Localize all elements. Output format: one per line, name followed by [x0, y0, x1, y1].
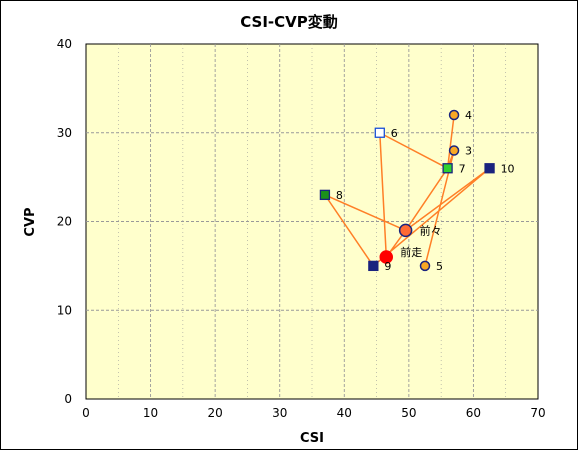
axis-ticks: 0 10 20 30 40 50 60 70 0 10 20 30 40	[57, 37, 546, 420]
x-tick-label: 0	[82, 406, 90, 420]
data-point-label: 3	[465, 145, 472, 158]
data-point-square	[374, 127, 385, 138]
x-tick-label: 40	[337, 406, 352, 420]
data-point-square	[484, 163, 495, 174]
data-point-square	[368, 260, 379, 272]
data-point-label: 8	[336, 189, 343, 202]
data-point-label: 前々	[420, 223, 442, 237]
data-point-label: 前走	[400, 245, 422, 259]
data-point-label: 9	[384, 260, 391, 273]
chart-title: CSI-CVP変動	[240, 13, 338, 31]
y-tick-label: 10	[57, 303, 72, 317]
x-axis-label: CSI	[300, 431, 324, 446]
x-tick-label: 30	[272, 406, 287, 420]
y-tick-label: 0	[64, 392, 72, 406]
data-point-square	[442, 163, 453, 174]
data-point-circle	[398, 223, 413, 238]
y-axis-label: CVP	[23, 207, 38, 236]
y-tick-label: 20	[57, 215, 72, 229]
data-point-circle	[379, 250, 394, 264]
x-tick-label: 20	[208, 406, 223, 420]
data-point-label: 4	[465, 109, 472, 122]
y-tick-label: 40	[57, 37, 72, 51]
x-tick-label: 10	[143, 406, 158, 420]
y-tick-label: 30	[57, 126, 72, 140]
data-point-label: 10	[501, 162, 515, 175]
data-markers	[319, 109, 495, 272]
data-point-square	[319, 189, 331, 201]
data-point-label: 5	[436, 260, 443, 273]
grid-lines	[86, 44, 538, 399]
data-point-circle	[419, 260, 431, 272]
data-point-circle	[448, 109, 460, 121]
x-tick-label: 60	[466, 406, 481, 420]
data-point-circle	[448, 145, 460, 156]
data-point-label: 6	[391, 127, 398, 140]
data-point-label: 7	[459, 162, 466, 175]
x-tick-label: 70	[530, 406, 545, 420]
x-tick-label: 50	[401, 406, 416, 420]
